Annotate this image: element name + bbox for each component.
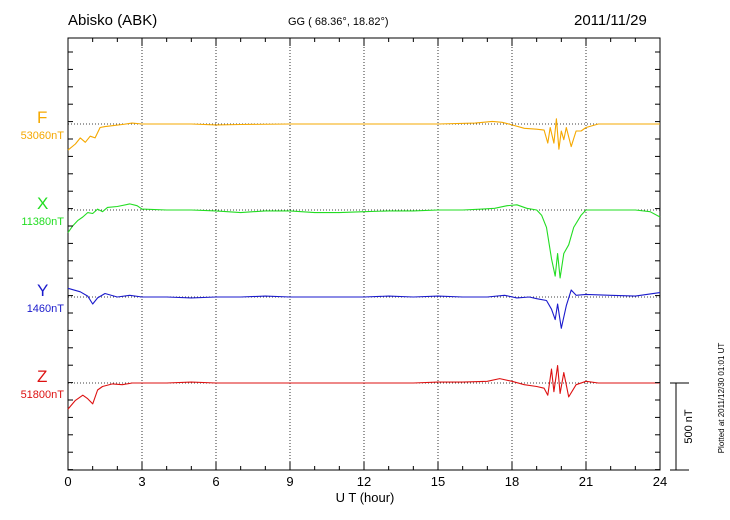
x-tick-label: 15 [430,474,446,489]
x-tick-label: 3 [138,474,146,489]
x-tick-label: 9 [286,474,294,489]
x-tick-label: 12 [356,474,372,489]
series-line-x [67,203,661,279]
channel-baseline-z: 51800nT [20,389,64,401]
x-tick-label: 0 [64,474,72,489]
x-tick-label: 18 [504,474,520,489]
channel-letter-z: Z [37,367,48,386]
channel-baseline-f: 53060nT [20,130,64,142]
series-line-y [67,287,661,329]
x-axis-label: U T (hour) [335,490,395,505]
channel-letter-x: X [37,194,49,213]
series-line-f [67,118,660,151]
channel-letter-y: Y [37,281,49,300]
x-tick-label: 21 [578,474,594,489]
series-line-z [67,365,660,410]
channel-baseline-x: 11380nT [21,216,64,228]
x-tick-label: 6 [212,474,220,489]
plotted-timestamp: Plotted at 2011/12/30 01:01 UT [717,343,726,454]
x-tick-label: 24 [652,474,668,489]
channel-baseline-y: 1460nT [26,303,64,315]
station-title: Abisko (ABK) [68,12,158,29]
scale-label: 500 nT [683,409,695,444]
date-label: 2011/11/29 [574,12,647,29]
channel-letter-f: F [37,108,48,127]
geographic-coordinates: GG ( 68.36°, 18.82°) [288,16,389,28]
